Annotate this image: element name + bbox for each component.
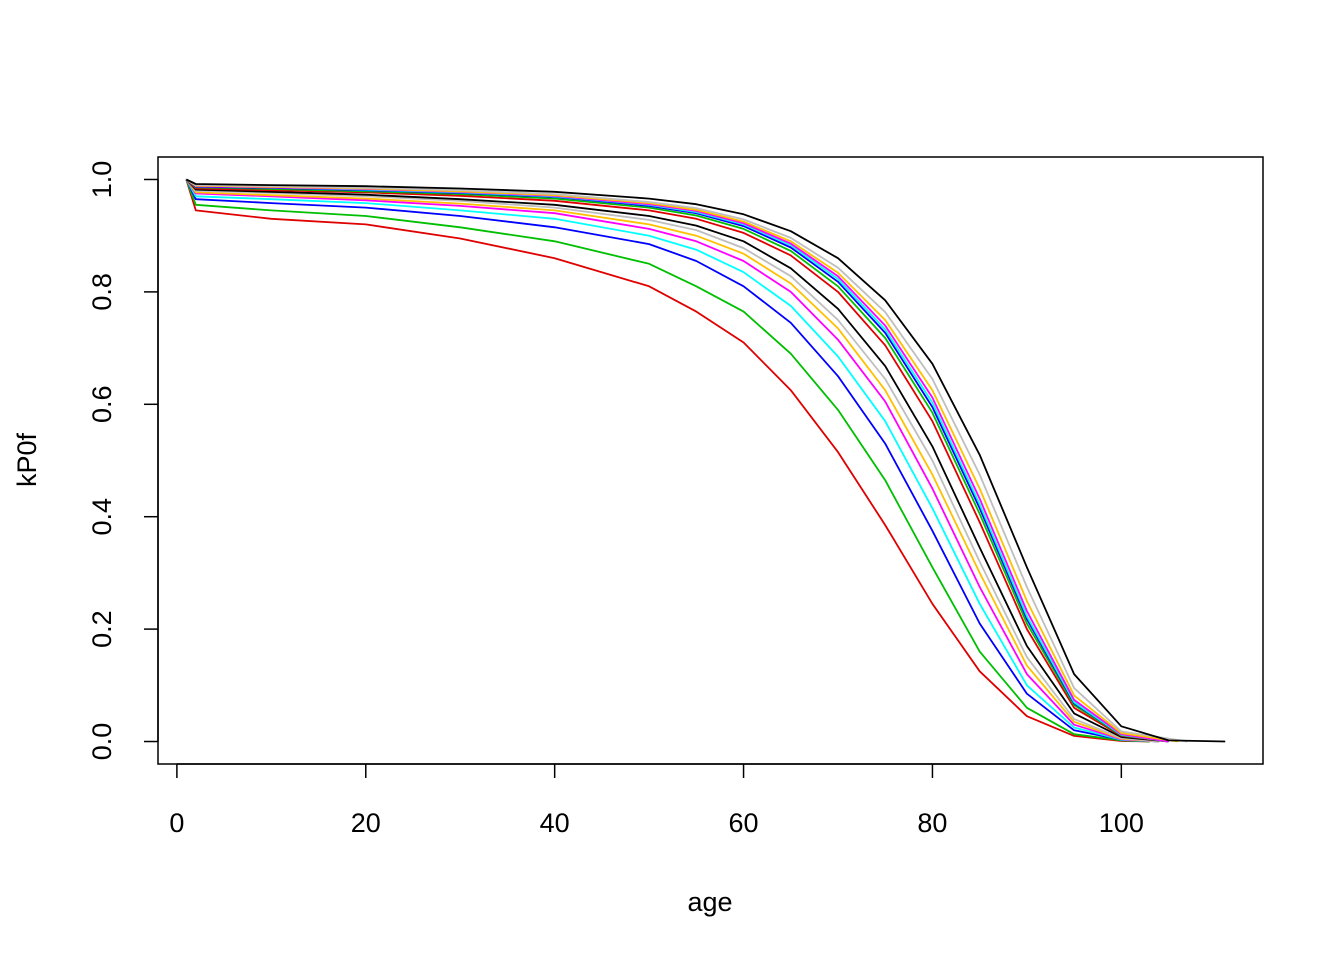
y-tick-label: 1.0 <box>87 161 117 199</box>
series-line-7 <box>185 178 1160 743</box>
x-tick-label: 60 <box>729 808 759 838</box>
series-line-6 <box>185 178 1160 743</box>
series-line-4 <box>185 179 1160 743</box>
series-line-15 <box>185 178 1188 743</box>
x-tick-label: 40 <box>540 808 570 838</box>
x-axis: 0 20 40 60 80 100 <box>169 763 1144 838</box>
y-tick-label: 0.2 <box>87 610 117 648</box>
series-line-12 <box>185 178 1169 743</box>
x-tick-label: 80 <box>917 808 947 838</box>
series-line-2 <box>185 179 1150 743</box>
series-line-1 <box>185 179 1150 743</box>
y-axis-title: kP0f <box>12 432 42 487</box>
series-line-5 <box>185 178 1160 743</box>
y-tick-label: 0.6 <box>87 386 117 424</box>
x-tick-label: 20 <box>351 808 381 838</box>
x-tick-label: 100 <box>1099 808 1144 838</box>
y-tick-label: 0.0 <box>87 723 117 761</box>
series-line-8 <box>185 178 1169 743</box>
y-tick-label: 0.4 <box>87 498 117 536</box>
x-tick-label: 0 <box>169 808 184 838</box>
series-line-16 <box>185 178 1226 743</box>
y-tick-label: 0.8 <box>87 273 117 311</box>
series-layer <box>185 178 1226 743</box>
series-line-9 <box>185 178 1169 743</box>
series-line-13 <box>185 178 1169 743</box>
x-axis-title: age <box>687 887 732 917</box>
series-line-14 <box>185 178 1179 743</box>
series-line-10 <box>185 178 1169 743</box>
y-axis: 0.0 0.2 0.4 0.6 0.8 1.0 <box>87 161 159 761</box>
series-line-3 <box>185 179 1160 743</box>
series-line-11 <box>185 178 1169 743</box>
